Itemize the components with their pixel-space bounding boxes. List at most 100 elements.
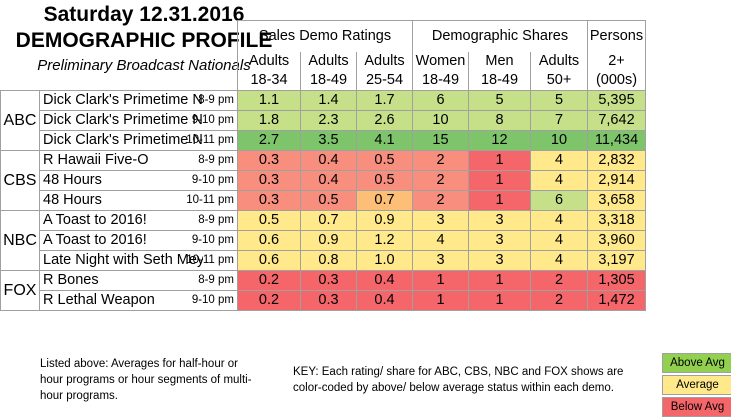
program-title: A Toast to 2016! [43, 212, 147, 228]
time-slot: 10-11 pm [186, 134, 234, 146]
rating-cell: 2.3 [300, 110, 357, 131]
rating-cell: 0.2 [237, 290, 301, 311]
program-row: NBC A Toast to 2016! 8-9 pm 0.5 0.7 0.9 3 3 4 3,3… [0, 210, 714, 271]
rating-cell: 4 [530, 210, 588, 231]
report-title: Saturday 12.31.2016 [43, 3, 245, 26]
col-header-top: Men [468, 52, 531, 71]
program-name: 48 Hours 9-10 pm [39, 170, 238, 191]
program-name: R Bones 8-9 pm [39, 270, 238, 291]
rating-cell: 4.1 [356, 130, 413, 151]
rating-cell: 0.6 [237, 230, 301, 251]
rating-cell: 0.6 [237, 250, 301, 271]
rating-cell: 0.3 [300, 270, 357, 291]
rating-cell: 11,434 [587, 130, 646, 151]
time-slot: 9-10 pm [191, 114, 234, 126]
ratings-table: Sales Demo Ratings Demographic Shares Pe… [0, 20, 714, 311]
program-title: Dick Clark's Primetime Ne [43, 132, 203, 148]
rating-cell: 1 [468, 270, 531, 291]
program-row: Dick Clark's Primetime Ne 9-10 pm 1.8 2.3 2.… [1, 110, 714, 131]
program-title: 48 Hours [43, 172, 102, 188]
rating-cell: 2 [412, 150, 469, 171]
rating-cell: 3,658 [587, 190, 646, 211]
rating-cell: 10 [412, 110, 469, 131]
rating-cell: 4 [530, 250, 588, 271]
report-subtitle-bold: DEMOGRAPHIC PROFILE [15, 29, 273, 52]
rating-cell: 0.4 [356, 270, 413, 291]
program-name: R Hawaii Five-O 8-9 pm [39, 150, 238, 171]
program-title: A Toast to 2016! [43, 232, 147, 248]
program-title: Late Night with Seth Meye [43, 252, 203, 268]
rating-cell: 6 [530, 190, 588, 211]
rating-cell: 0.4 [300, 150, 357, 171]
program-row: Late Night with Seth Meye 10-11 pm 0.6 0.8 1… [1, 250, 714, 271]
rating-cell: 8 [468, 110, 531, 131]
rating-cell: 1 [412, 290, 469, 311]
rating-cell: 0.4 [356, 290, 413, 311]
rating-cell: 3 [468, 230, 531, 251]
col-header-top: Adults [237, 52, 301, 71]
network-label: FOX [0, 270, 40, 311]
rating-cell: 1.0 [356, 250, 413, 271]
rating-cell: 1 [468, 170, 531, 191]
rating-cell: 0.9 [300, 230, 357, 251]
program-title: Dick Clark's Primetime Ne [43, 112, 203, 128]
col-header-top: Women [412, 52, 469, 71]
group-header-row: Sales Demo Ratings Demographic Shares Pe… [1, 20, 714, 52]
network-label: CBS [0, 150, 40, 211]
col-header-top: 2+ [587, 52, 646, 71]
rating-cell: 0.9 [356, 210, 413, 231]
rating-cell: 1 [468, 290, 531, 311]
rating-cell: 2 [412, 170, 469, 191]
rating-cell: 10 [530, 130, 588, 151]
col-header-bottom: 18-49 [300, 71, 357, 91]
rating-cell: 0.8 [300, 250, 357, 271]
program-row: ABC Dick Clark's Primetime Ne 8-9 pm 1.1 1.4… [0, 90, 714, 151]
rating-cell: 3 [468, 210, 531, 231]
program-title: R Hawaii Five-O [43, 152, 149, 168]
rating-cell: 0.7 [356, 190, 413, 211]
col-header-bottom: 18-49 [412, 71, 469, 91]
program-row: CBS R Hawaii Five-O 8-9 pm 0.3 0.4 0.5 2 1 4 2,83… [0, 150, 714, 211]
rating-cell: 0.5 [356, 170, 413, 191]
rating-cell: 7 [530, 110, 588, 131]
time-slot: 9-10 pm [191, 174, 234, 186]
rating-cell: 2,832 [587, 150, 646, 171]
program-row: 48 Hours 10-11 pm 0.3 0.5 0.7 2 1 6 3,658 [1, 190, 714, 211]
program-title: R Bones [43, 272, 99, 288]
program-row: R Lethal Weapon 9-10 pm 0.2 0.3 0.4 1 1 2 1,472 [1, 290, 714, 311]
col-header-bottom: 18-34 [237, 71, 301, 91]
rating-cell: 15 [412, 130, 469, 151]
rating-cell: 0.3 [237, 190, 301, 211]
time-slot: 8-9 pm [198, 94, 234, 106]
rating-cell: 0.2 [237, 270, 301, 291]
rating-cell: 1,472 [587, 290, 646, 311]
program-row: FOX R Bones 8-9 pm 0.2 0.3 0.4 1 1 2 1,305 [0, 270, 714, 311]
network-label: ABC [0, 90, 40, 151]
program-name: A Toast to 2016! 8-9 pm [39, 210, 238, 231]
rating-cell: 0.5 [300, 190, 357, 211]
legend-average: Average [662, 375, 731, 395]
rating-cell: 1,305 [587, 270, 646, 291]
rating-cell: 3,318 [587, 210, 646, 231]
rating-cell: 3,960 [587, 230, 646, 251]
report-header: Saturday 12.31.2016 DEMOGRAPHIC PROFILE … [0, 0, 288, 98]
rating-cell: 4 [530, 150, 588, 171]
time-slot: 8-9 pm [198, 214, 234, 226]
program-row: Dick Clark's Primetime Ne 10-11 pm 2.7 3.5 4… [1, 130, 714, 151]
network-label: NBC [0, 210, 40, 271]
rating-cell: 7,642 [587, 110, 646, 131]
rating-cell: 3.5 [300, 130, 357, 151]
column-header-row-1: Adults Adults Adults Women Men Adults 2+ [1, 52, 714, 71]
rating-cell: 0.3 [300, 290, 357, 311]
time-slot: 10-11 pm [186, 194, 234, 206]
col-header-top: Adults [356, 52, 413, 71]
rating-cell: 4 [412, 230, 469, 251]
rating-cell: 2,914 [587, 170, 646, 191]
rating-cell: 0.3 [237, 170, 301, 191]
legend-above-avg: Above Avg [662, 353, 731, 373]
rating-cell: 0.3 [237, 150, 301, 171]
column-header-row-2: 18-34 18-49 25-54 18-49 18-49 50+ (000s) [1, 71, 714, 91]
time-slot: 10-11 pm [186, 254, 234, 266]
program-name: Late Night with Seth Meye 10-11 pm [39, 250, 238, 271]
program-name: R Lethal Weapon 9-10 pm [39, 290, 238, 311]
